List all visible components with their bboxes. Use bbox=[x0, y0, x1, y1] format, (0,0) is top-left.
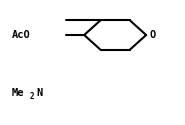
Text: O: O bbox=[149, 30, 156, 40]
Text: AcO: AcO bbox=[12, 30, 31, 40]
Text: Me: Me bbox=[11, 88, 24, 98]
Text: 2: 2 bbox=[30, 92, 35, 101]
Text: N: N bbox=[36, 88, 43, 98]
